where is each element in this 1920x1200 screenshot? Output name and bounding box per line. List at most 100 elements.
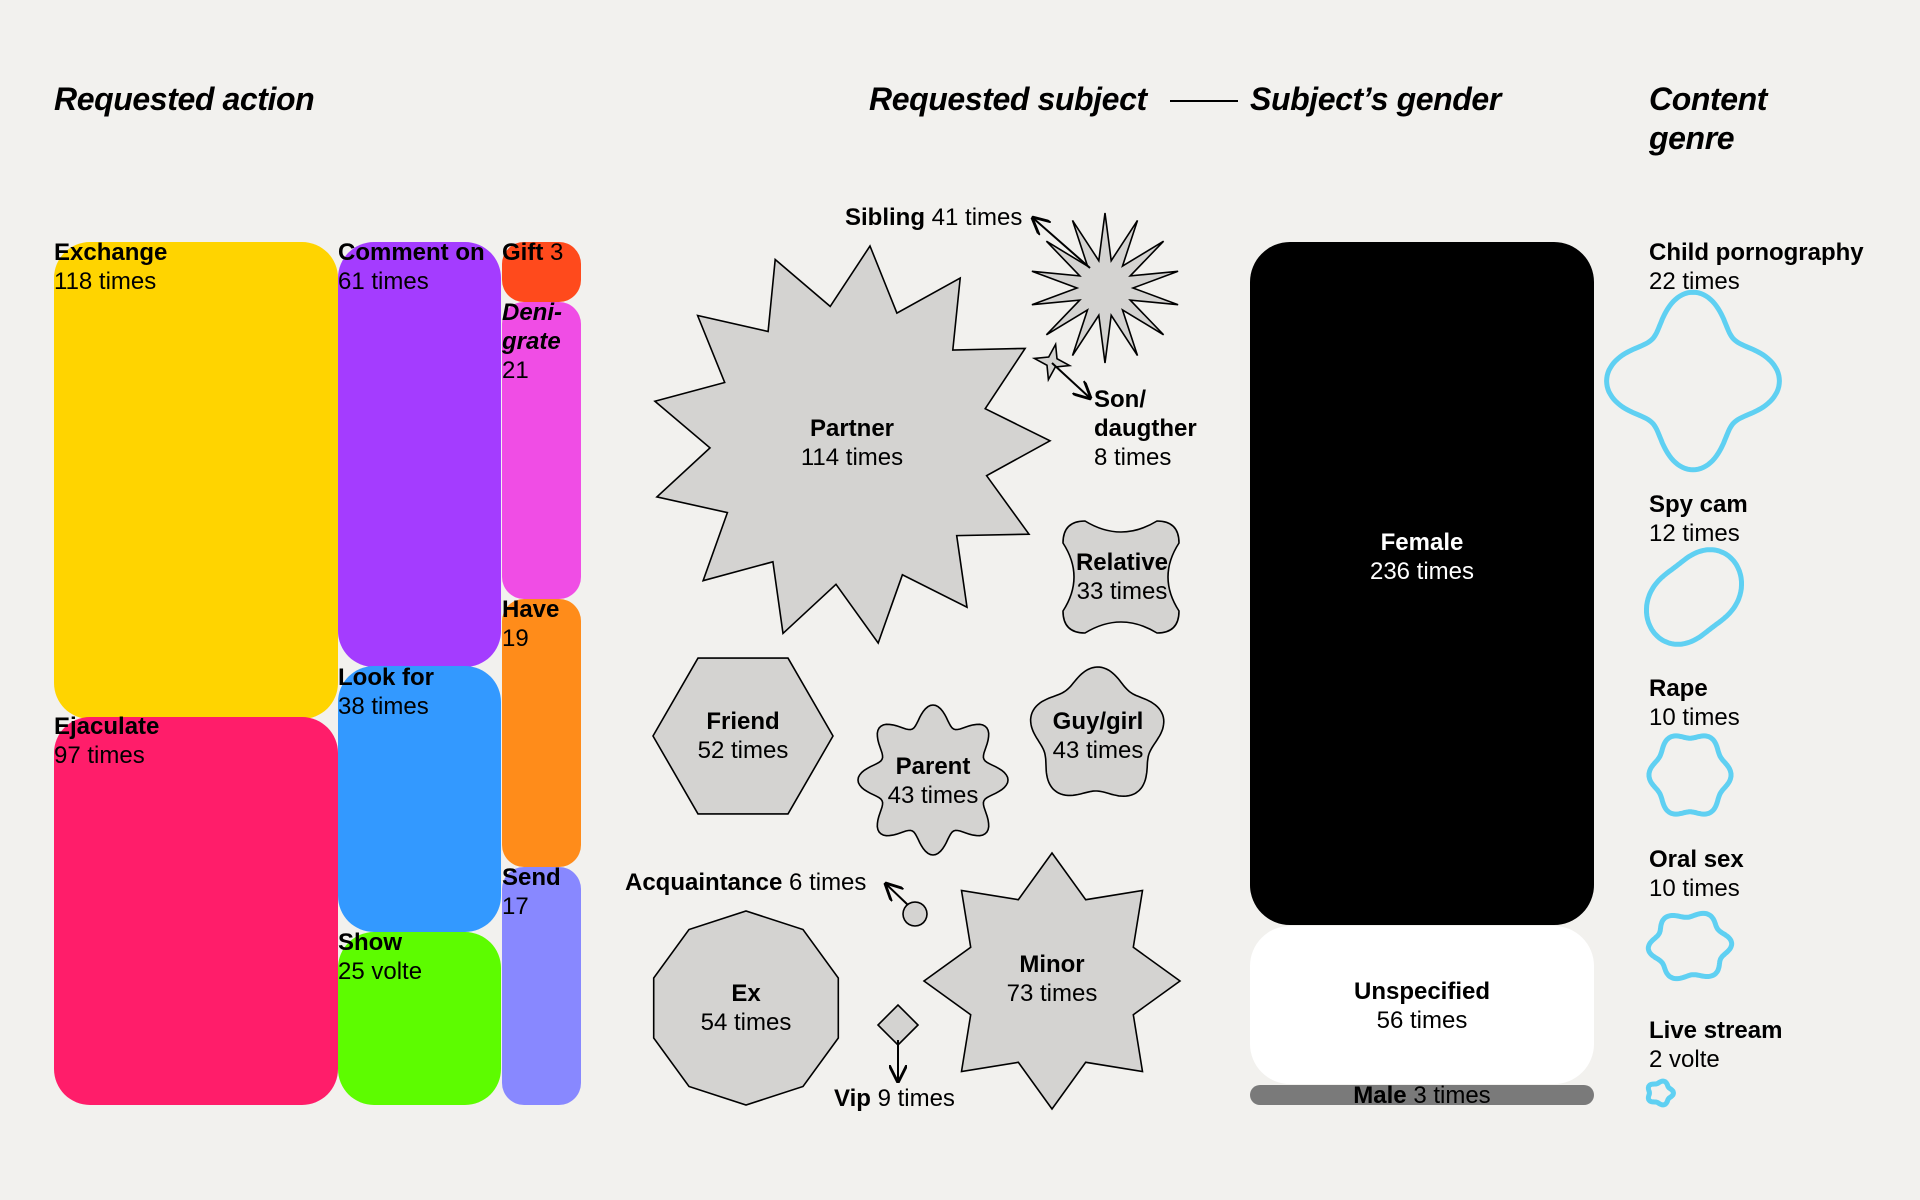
action-label-comment-on: Comment on 61 times (338, 238, 485, 296)
friend-shape (652, 657, 834, 815)
action-name: Send (502, 864, 561, 891)
action-label-exchange: Exchange 118 times (54, 238, 167, 296)
gender-label-female: Female 236 times (1250, 528, 1594, 586)
genre-count: 12 times (1649, 520, 1740, 547)
action-label-denigrate: Deni- grate 21 (502, 298, 562, 385)
action-count: 118 times (54, 268, 157, 295)
subject-name: Relative (1075, 549, 1169, 576)
genre-count: 10 times (1649, 704, 1740, 731)
relative-shape (1062, 520, 1180, 634)
subject-label-ex: Ex 54 times (646, 979, 846, 1037)
heading-subject-gender: Subject’s gender (1250, 81, 1501, 117)
child-pornography-icon (1604, 289, 1782, 473)
subject-count: 73 times (1006, 980, 1098, 1007)
genre-name: Oral sex (1649, 846, 1744, 873)
genre-label-live-stream: Live stream 2 volte (1649, 1016, 1782, 1074)
action-label-show: Show 25 volte (338, 928, 422, 986)
gender-label-unspecified: Unspecified 56 times (1250, 977, 1594, 1035)
action-name: Gift (502, 239, 544, 266)
acquaintance-shape (902, 901, 928, 927)
action-name: Deni- (502, 299, 562, 326)
subject-label-son-daughter: Son/ daugther 8 times (1094, 385, 1197, 472)
action-label-send: Send 17 (502, 863, 561, 921)
heading-connector-line (1170, 100, 1238, 102)
subject-label-minor: Minor 73 times (952, 950, 1152, 1008)
gender-count: 56 times (1376, 1007, 1468, 1034)
guy-girl-shape (1029, 666, 1165, 798)
gender-name: Female (1380, 529, 1464, 556)
son-daughter-shape (1031, 341, 1073, 383)
action-label-ejaculate: Ejaculate 97 times (54, 712, 159, 770)
heading-requested-action: Requested action (54, 81, 315, 117)
action-block-ejaculate (54, 717, 338, 1105)
action-block-have (502, 599, 581, 867)
subject-shapes (652, 212, 1182, 1111)
subject-name: Vip (834, 1085, 871, 1112)
genre-name: Child pornography (1649, 239, 1864, 266)
action-name-continued: grate (502, 328, 561, 355)
subject-name: Son/ (1094, 386, 1146, 413)
subject-name: Ex (731, 980, 761, 1007)
subject-label-parent: Parent 43 times (833, 752, 1033, 810)
ex-shape (652, 910, 840, 1106)
action-name: Ejaculate (54, 713, 160, 740)
action-label-look-for: Look for 38 times (338, 663, 434, 721)
partner-shape (653, 244, 1052, 645)
gender-block-female (1250, 242, 1594, 925)
parent-shape (857, 704, 1009, 856)
subject-name: Acquaintance (625, 869, 783, 896)
heading-content-genre-line2: genre (1649, 120, 1735, 156)
subject-label-acquaintance: Acquaintance 6 times (625, 868, 866, 897)
subject-count: 43 times (1052, 737, 1144, 764)
genre-label-oral-sex: Oral sex 10 times (1649, 845, 1744, 903)
action-name: Look for (338, 664, 434, 691)
subject-label-sibling: Sibling 41 times (845, 203, 1022, 232)
oral-sex-icon (1645, 910, 1735, 982)
gender-name: Unspecified (1353, 978, 1491, 1005)
subject-name: Friend (706, 708, 780, 735)
genre-count: 22 times (1649, 268, 1740, 295)
acquaintance-arrow (886, 884, 909, 906)
action-name: Show (338, 929, 402, 956)
subject-label-relative: Relative 33 times (1022, 548, 1222, 606)
rape-icon (1646, 733, 1734, 817)
subject-count: 9 times (877, 1085, 955, 1112)
son-daughter-arrow (1051, 362, 1090, 398)
action-label-gift: Gift 3 (502, 238, 563, 267)
action-count: 97 times (54, 742, 145, 769)
subject-label-guy-girl: Guy/girl 43 times (998, 707, 1198, 765)
genre-name: Live stream (1649, 1017, 1783, 1044)
gender-name: Male (1353, 1082, 1407, 1109)
minor-shape (922, 851, 1182, 1111)
action-count: 19 (502, 625, 529, 652)
subject-name: Partner (809, 415, 895, 442)
action-count: 3 (550, 239, 564, 266)
live-stream-icon (1645, 1078, 1676, 1108)
subject-name-continued: daugther (1094, 415, 1197, 442)
subject-count: 54 times (700, 1009, 792, 1036)
action-block-look-for (338, 666, 501, 932)
action-count: 21 (502, 357, 529, 384)
gender-count: 236 times (1369, 558, 1475, 585)
genre-count: 10 times (1649, 875, 1740, 902)
action-block-denigrate (502, 302, 581, 599)
action-count: 38 times (338, 693, 429, 720)
subject-name: Parent (895, 753, 971, 780)
action-block-show (338, 932, 501, 1105)
genre-name: Spy cam (1649, 491, 1748, 518)
spy-cam-icon (1644, 547, 1744, 647)
subject-label-partner: Partner 114 times (752, 414, 952, 472)
genre-count: 2 volte (1649, 1046, 1720, 1073)
gender-label-male: Male 3 times (1250, 1081, 1594, 1110)
subject-label-friend: Friend 52 times (643, 707, 843, 765)
gender-block-unspecified (1250, 926, 1594, 1084)
action-label-have: Have 19 (502, 595, 559, 653)
action-name: Exchange (54, 239, 168, 266)
action-count: 17 (502, 893, 529, 920)
subject-count: 8 times (1094, 444, 1172, 471)
action-block-send (502, 867, 581, 1105)
subject-name: Minor (1019, 951, 1085, 978)
subject-count: 52 times (697, 737, 789, 764)
action-name: Comment on (338, 239, 485, 266)
